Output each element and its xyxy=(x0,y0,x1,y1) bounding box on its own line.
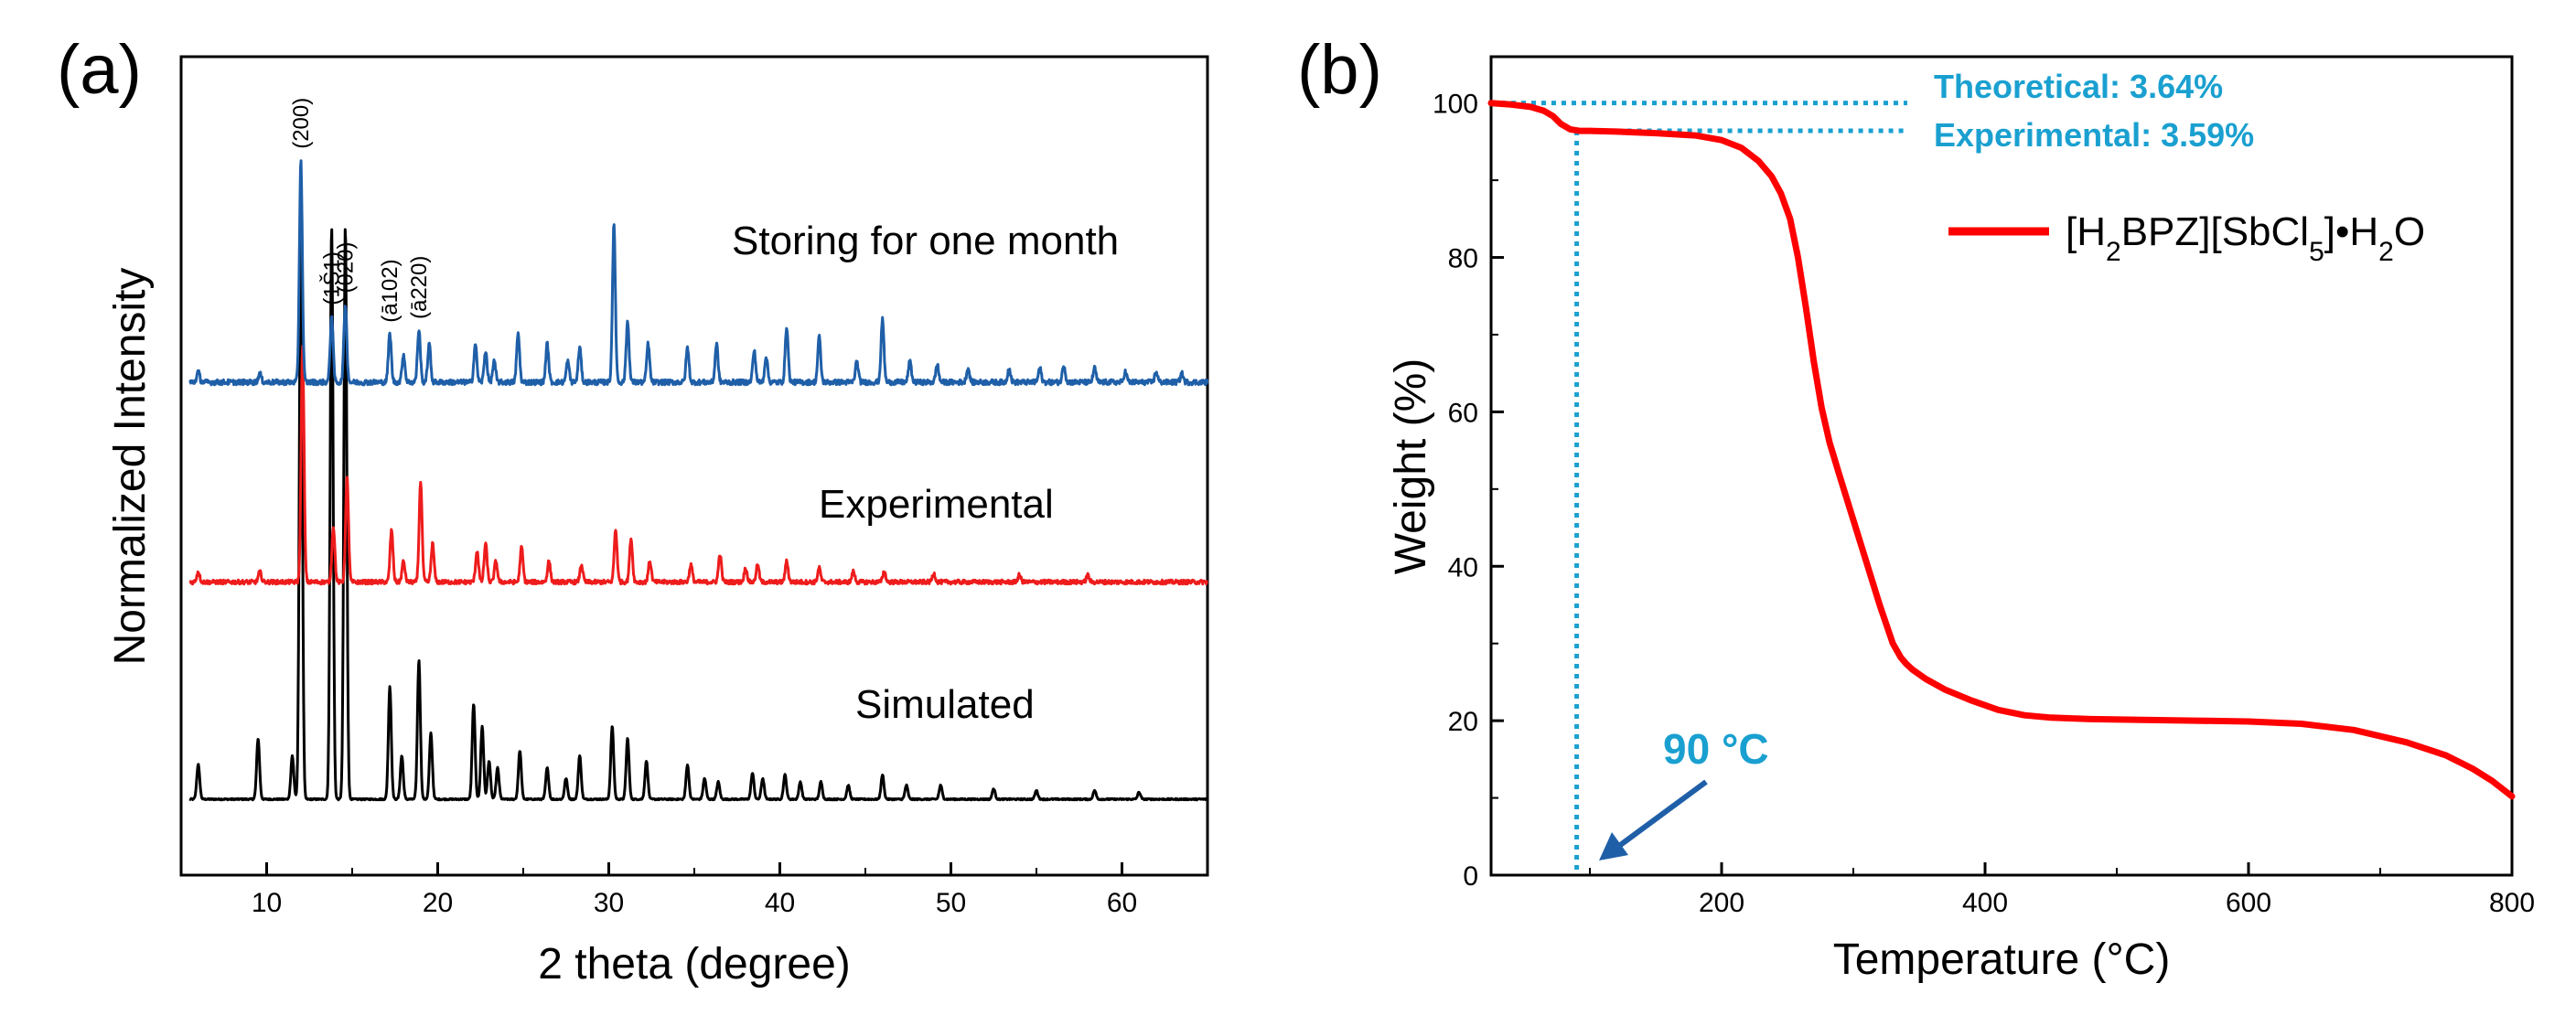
peak-label: (ā102) xyxy=(378,259,402,322)
onset-arrow-shaft xyxy=(1617,779,1708,849)
series-label-experimental: Experimental xyxy=(819,482,1054,527)
xrd-series-simulated xyxy=(188,211,1208,802)
peak-label: (1Š1) xyxy=(319,251,345,305)
panel-b-x-tick-label: 200 xyxy=(1699,888,1744,918)
panel-b-guide-lines xyxy=(1491,101,1907,875)
panel-b-y-axis-title: Weight (%) xyxy=(1387,358,1435,575)
panel-b-y-tick-label: 80 xyxy=(1448,244,1478,274)
xrd-series-storing-for-one-month xyxy=(188,159,1209,387)
panel-b-y-tick-label: 60 xyxy=(1448,398,1478,428)
annotation-experimental: Experimental: 3.59% xyxy=(1934,116,2254,154)
panel-b-series xyxy=(1487,100,2516,800)
series-label-storing: Storing for one month xyxy=(732,219,1119,263)
panel-a-xrd: (a) 10 20 30 40 50 60 (200) (1Š1)(020) (ā102) (ā… xyxy=(57,31,1209,989)
panel-b-tga: (b) 200 400 600 800 0 20 40 60 80 100 [H2BPZ][SbC… xyxy=(1297,31,2535,984)
panel-a-peak-labels: (200) (1Š1)(020) (ā102) (ā220) xyxy=(289,98,432,323)
panel-b-y-tick-label: 20 xyxy=(1448,707,1478,737)
annotation-onset-temp: 90 °C xyxy=(1663,725,1769,773)
panel-a-x-tick-label: 30 xyxy=(594,888,624,918)
panel-a-y-axis-title: Normalized Intensity xyxy=(106,268,155,666)
annotation-theoretical: Theoretical: 3.64% xyxy=(1934,68,2223,105)
panel-b-y-tick-label: 0 xyxy=(1463,861,1478,892)
peak-label: (ā220) xyxy=(407,256,432,319)
onset-arrow xyxy=(1599,779,1708,860)
panel-b-x-axis-title: Temperature (°C) xyxy=(1833,935,2171,984)
panel-b-label: (b) xyxy=(1297,31,1382,109)
panel-a-x-tick-label: 60 xyxy=(1107,888,1137,918)
peak-label: (020) xyxy=(334,241,359,293)
panel-a-x-tick-label: 40 xyxy=(765,888,795,918)
panel-b-x-tick-label: 600 xyxy=(2226,888,2271,918)
panel-a-x-tick-label: 10 xyxy=(252,888,282,918)
series-label-simulated: Simulated xyxy=(855,682,1035,727)
panel-b-y-tick-label: 100 xyxy=(1433,90,1478,120)
panel-a-x-ticks: 10 20 30 40 50 60 xyxy=(180,862,1208,918)
onset-arrow-head xyxy=(1599,832,1628,860)
panel-a-x-tick-label: 50 xyxy=(936,888,966,918)
peak-label: (200) xyxy=(289,98,314,149)
panel-b-x-tick-label: 400 xyxy=(1962,888,2008,918)
panel-a-x-axis-title: 2 theta (degree) xyxy=(538,940,851,989)
panel-b-frame xyxy=(1489,55,2514,877)
panel-a-x-tick-label: 20 xyxy=(423,888,453,918)
panel-a-label: (a) xyxy=(57,31,142,109)
panel-b-x-tick-label: 800 xyxy=(2489,888,2535,918)
xrd-series-experimental xyxy=(188,345,1208,586)
panel-b-ticks: 200 400 600 800 0 20 40 60 80 100 xyxy=(1433,90,2535,918)
legend-label: [H2BPZ][SbCl5]•H2O xyxy=(2066,209,2425,267)
tga-curve xyxy=(1487,100,2516,800)
panel-b-y-tick-label: 40 xyxy=(1448,552,1478,582)
panel-a-series xyxy=(188,159,1209,802)
